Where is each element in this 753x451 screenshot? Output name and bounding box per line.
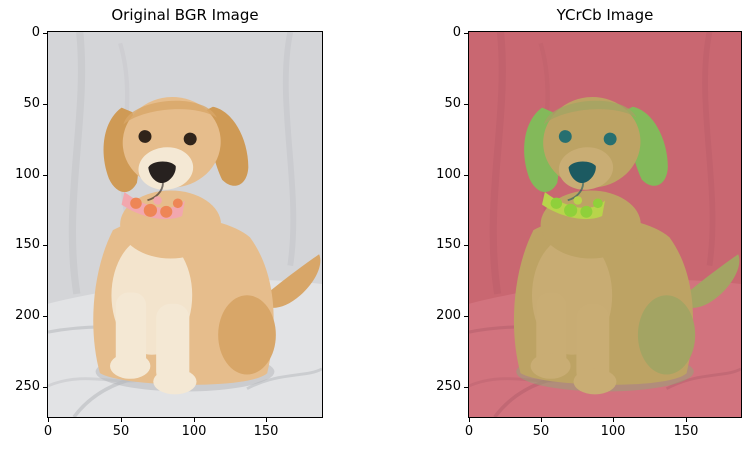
y-tick-label: 250: [436, 379, 461, 394]
x-tick-label: 150: [673, 424, 699, 439]
puppy-hind-leg: [218, 295, 276, 375]
x-tick-label: 150: [253, 424, 279, 439]
x-tick-mark: [194, 418, 195, 422]
fabric-fold: [702, 32, 716, 266]
x-tick-mark: [469, 418, 470, 422]
y-tick-mark: [43, 104, 47, 105]
x-tick-label: 100: [181, 424, 207, 439]
y-tick-label: 50: [23, 96, 40, 111]
y-tick-label: 200: [15, 308, 40, 323]
collar-flower: [160, 205, 173, 218]
y-tick-mark: [43, 33, 47, 34]
y-tick-label: 250: [15, 379, 40, 394]
puppy-head-shading: [123, 100, 217, 125]
collar-flower: [143, 203, 158, 217]
collar-flower: [550, 197, 563, 209]
x-tick-label: 0: [464, 424, 474, 439]
puppy-paw-left: [110, 353, 151, 379]
x-tick-mark: [48, 418, 49, 422]
puppy-front-leg-right: [156, 303, 190, 386]
puppy-head-group: [524, 96, 668, 202]
collar-flower: [153, 196, 162, 205]
x-tick-mark: [266, 418, 267, 422]
puppy-eye-left: [558, 130, 572, 143]
puppy-image: [469, 32, 741, 417]
puppy-front-leg-left: [115, 292, 147, 372]
y-tick-label: 100: [15, 167, 40, 182]
collar-flower: [580, 205, 593, 218]
collar-flower: [130, 197, 142, 209]
x-tick-label: 50: [532, 424, 550, 439]
puppy-tail: [680, 254, 740, 308]
y-tick-label: 50: [444, 96, 461, 111]
y-tick-label: 150: [436, 237, 461, 252]
x-tick-label: 0: [43, 424, 53, 439]
y-tick-mark: [464, 175, 468, 176]
fabric-fold: [68, 32, 86, 295]
collar-flower: [172, 198, 183, 209]
fabric-fold: [282, 32, 297, 266]
y-tick-mark: [464, 104, 468, 105]
puppy-head-group: [103, 96, 249, 202]
puppy-mouth: [147, 182, 164, 202]
y-tick-label: 0: [31, 25, 40, 40]
x-tick-mark: [121, 418, 122, 422]
y-tick-mark: [43, 316, 47, 317]
y-tick-label: 0: [452, 25, 461, 40]
puppy-hind-leg: [637, 295, 696, 375]
fabric-fold: [489, 32, 506, 295]
y-tick-mark: [464, 316, 468, 317]
floor-wrinkle: [246, 367, 322, 390]
puppy-paw-left: [530, 353, 571, 379]
puppy-front-leg-right: [576, 303, 610, 386]
axes-ycrcb: [468, 31, 742, 418]
puppy-nose: [568, 161, 596, 184]
y-tick-mark: [464, 245, 468, 246]
x-tick-mark: [541, 418, 542, 422]
puppy-paw-right: [573, 368, 617, 395]
floor-wrinkle: [665, 367, 741, 390]
y-tick-label: 100: [436, 167, 461, 182]
x-tick-label: 100: [600, 424, 626, 439]
puppy-eye-right: [603, 132, 617, 146]
y-tick-mark: [43, 387, 47, 388]
y-tick-mark: [464, 387, 468, 388]
puppy-image: [48, 32, 322, 417]
x-tick-mark: [686, 418, 687, 422]
y-tick-label: 150: [15, 237, 40, 252]
puppy-paw-right: [153, 368, 197, 395]
collar-flower: [592, 198, 603, 209]
x-tick-mark: [613, 418, 614, 422]
axes-original-bgr: [47, 31, 323, 418]
puppy-front-leg-left: [536, 292, 567, 372]
y-tick-label: 200: [436, 308, 461, 323]
puppy-eye-left: [138, 130, 152, 143]
subplot-title-ycrcb: YCrCb Image: [556, 6, 654, 24]
subplot-title-original-bgr: Original BGR Image: [111, 6, 259, 24]
puppy-head-shading: [543, 100, 637, 125]
x-tick-label: 50: [112, 424, 130, 439]
y-tick-mark: [43, 245, 47, 246]
y-tick-mark: [464, 33, 468, 34]
puppy-mouth: [567, 182, 585, 202]
collar-flower: [573, 196, 583, 205]
puppy-nose: [148, 161, 176, 184]
collar-flower: [564, 203, 578, 217]
puppy-eye-right: [183, 132, 197, 146]
y-tick-mark: [43, 175, 47, 176]
puppy-tail: [261, 254, 321, 308]
